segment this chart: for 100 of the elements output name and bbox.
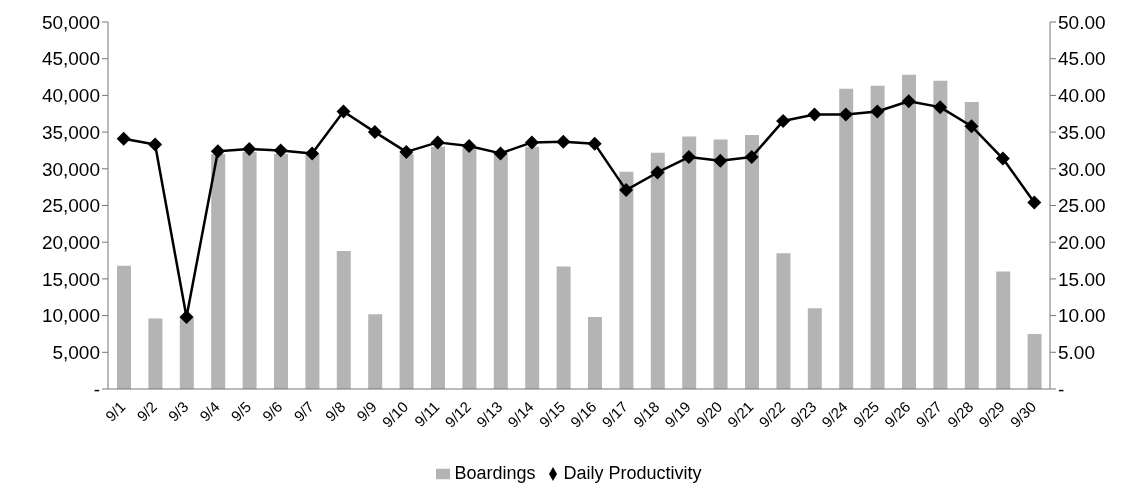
x-tick-label: 9/9 [353, 397, 380, 425]
x-tick-label: 9/3 [164, 397, 192, 425]
y-tick-label: - [93, 378, 100, 400]
x-tick-label: 9/4 [196, 397, 223, 425]
bar [368, 314, 383, 389]
point [1027, 195, 1042, 210]
point [650, 165, 665, 180]
y-tick-label: 25,000 [41, 195, 100, 217]
y2-tick-label: 50.00 [1058, 11, 1106, 33]
bar [274, 154, 288, 389]
bar [525, 146, 540, 389]
point [744, 150, 759, 165]
bar [148, 318, 163, 389]
x-tick-label: 9/23 [786, 397, 820, 431]
bar [619, 171, 634, 389]
point [776, 114, 791, 129]
point [901, 94, 916, 109]
bar [305, 154, 320, 389]
point [116, 131, 131, 146]
x-tick-label: 9/16 [566, 397, 600, 431]
bar [902, 74, 916, 389]
x-tick-label: 9/8 [321, 397, 349, 425]
point [964, 119, 979, 134]
bar [588, 317, 602, 389]
y-tick-label: 50,000 [41, 11, 100, 33]
bar [242, 151, 257, 389]
point [399, 144, 414, 159]
y2-tick-label: 5.00 [1058, 342, 1095, 364]
point [524, 135, 539, 150]
x-tick-label: 9/28 [943, 397, 977, 431]
y-tick-label: 30,000 [41, 158, 100, 180]
bar [839, 88, 854, 389]
point [273, 143, 288, 158]
x-tick-label: 9/24 [818, 397, 851, 431]
y-tick-label: 20,000 [41, 231, 100, 253]
x-tick-label: 9/26 [880, 397, 914, 431]
bar [336, 251, 351, 389]
bar [807, 308, 822, 389]
x-tick-label: 9/12 [441, 397, 475, 431]
bar [996, 271, 1011, 389]
x-tick-label: 9/11 [410, 397, 443, 430]
y2-tick-label: 30.00 [1058, 158, 1106, 180]
bar [964, 102, 979, 389]
bar [399, 154, 414, 389]
y-tick-label: 35,000 [41, 121, 100, 143]
legend-label: Boardings [454, 463, 536, 483]
point [336, 104, 351, 119]
x-tick-label: 9/19 [661, 397, 694, 431]
bar [556, 266, 571, 389]
point [148, 137, 163, 152]
point [587, 136, 602, 151]
x-tick-label: 9/21 [723, 397, 757, 431]
point [493, 146, 508, 161]
point [619, 183, 634, 198]
bar [682, 136, 697, 389]
x-tick-label: 9/14 [504, 397, 537, 431]
point [430, 135, 445, 150]
x-tick-label: 9/15 [535, 397, 569, 431]
x-tick-label: 9/13 [472, 397, 506, 431]
y-tick-label: 40,000 [41, 85, 100, 107]
y2-tick-label: 45.00 [1058, 48, 1106, 70]
y2-tick-label: 40.00 [1058, 85, 1106, 107]
point [807, 107, 822, 122]
bar [117, 265, 131, 389]
y2-tick-label: 15.00 [1058, 268, 1106, 290]
point [305, 146, 320, 161]
x-tick-label: 9/18 [629, 397, 663, 431]
point [681, 150, 696, 165]
bar [650, 152, 665, 389]
x-tick-label: 9/22 [755, 397, 789, 431]
x-tick-label: 9/5 [227, 397, 255, 425]
y2-tick-label: 10.00 [1058, 305, 1106, 327]
point [210, 144, 225, 159]
point [995, 151, 1010, 166]
point [870, 104, 885, 119]
point [179, 310, 194, 325]
x-tick-label: 9/7 [290, 397, 318, 425]
legend-label: Daily Productivity [563, 463, 702, 483]
x-tick-label: 9/6 [258, 397, 286, 425]
y2-tick-label: 35.00 [1058, 121, 1106, 143]
x-tick-label: 9/20 [692, 397, 726, 431]
bar [713, 139, 728, 389]
y-tick-label: 10,000 [41, 305, 100, 327]
bar [933, 80, 948, 389]
point [367, 125, 382, 140]
y2-tick-label: - [1058, 378, 1065, 400]
point [242, 141, 257, 156]
bar [745, 135, 759, 389]
x-tick-label: 9/29 [975, 397, 1008, 431]
y2-tick-label: 25.00 [1058, 195, 1106, 217]
x-tick-label: 9/10 [378, 397, 412, 431]
bar [1027, 333, 1042, 389]
y2-tick-label: 20.00 [1058, 231, 1106, 253]
y-tick-label: 45,000 [41, 48, 100, 70]
point [556, 134, 571, 149]
y-tick-label: 15,000 [41, 268, 100, 290]
bar [493, 154, 508, 389]
x-tick-label: 9/2 [133, 397, 161, 425]
bar [776, 253, 791, 389]
bar [462, 146, 477, 389]
